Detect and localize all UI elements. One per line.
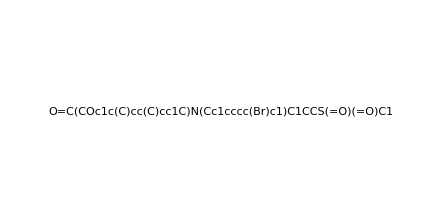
Text: O=C(COc1c(C)cc(C)cc1C)N(Cc1cccc(Br)c1)C1CCS(=O)(=O)C1: O=C(COc1c(C)cc(C)cc1C)N(Cc1cccc(Br)c1)C1… xyxy=(49,106,394,116)
